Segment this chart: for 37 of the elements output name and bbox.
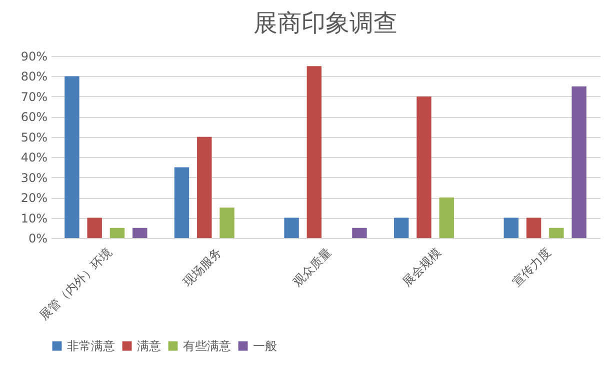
x-tick-label: 展管（内外）环境 <box>36 245 114 323</box>
bar <box>549 228 564 238</box>
y-tick-label: 20% <box>20 191 48 206</box>
bar <box>174 167 190 238</box>
legend-label: 一般 <box>253 339 277 353</box>
legend-label: 非常满意 <box>67 339 115 353</box>
chart-title: 展商印象调查 <box>254 9 398 37</box>
bar <box>132 228 148 238</box>
y-tick-label: 0% <box>28 232 48 246</box>
y-tick-label: 30% <box>20 170 48 185</box>
bar <box>352 228 367 238</box>
y-tick-label: 50% <box>20 130 48 144</box>
x-tick-label: 宣传力度 <box>510 245 554 289</box>
bar <box>87 218 102 238</box>
legend-label: 有些满意 <box>183 339 231 353</box>
x-tick-label: 观众质量 <box>290 245 334 289</box>
y-tick-label: 60% <box>20 110 48 124</box>
bar <box>504 218 518 238</box>
legend-label: 满意 <box>137 339 161 353</box>
y-tick-label: 10% <box>20 211 48 226</box>
bar <box>572 86 586 238</box>
x-tick-label: 展会规模 <box>400 245 444 289</box>
bar <box>526 218 542 238</box>
bar <box>284 218 299 238</box>
bar <box>110 228 125 238</box>
x-tick-label: 现场服务 <box>180 245 224 289</box>
bar <box>64 76 80 238</box>
y-tick-label: 70% <box>20 90 48 104</box>
bar <box>394 218 409 238</box>
bar <box>416 96 432 238</box>
bar <box>197 136 212 238</box>
bar <box>439 198 454 238</box>
bar <box>220 208 234 238</box>
y-tick-label: 80% <box>20 70 48 84</box>
bar <box>306 66 322 238</box>
y-tick-label: 40% <box>20 150 48 165</box>
y-tick-label: 90% <box>20 50 48 64</box>
